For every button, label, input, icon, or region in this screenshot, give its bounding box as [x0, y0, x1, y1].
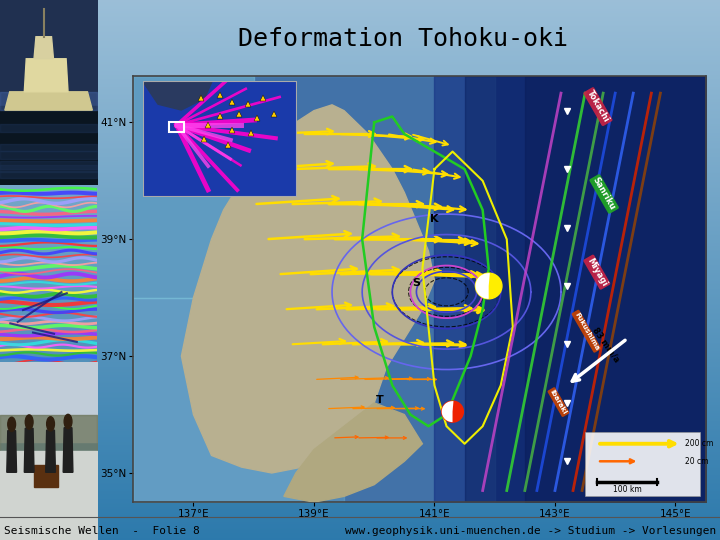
Circle shape	[475, 273, 502, 299]
Text: Miyagi: Miyagi	[585, 256, 608, 288]
Polygon shape	[63, 428, 73, 472]
Circle shape	[64, 414, 72, 429]
Text: 200 cm: 200 cm	[685, 439, 713, 448]
Text: Tokachi: Tokachi	[585, 89, 611, 124]
Text: K: K	[431, 214, 438, 224]
Text: Ibaraki: Ibaraki	[549, 389, 568, 416]
Text: www.geophysik.uni-muenchen.de -> Studium -> Vorlesungen: www.geophysik.uni-muenchen.de -> Studium…	[345, 526, 716, 536]
Polygon shape	[464, 76, 706, 502]
Polygon shape	[143, 81, 297, 197]
Circle shape	[441, 401, 464, 422]
Polygon shape	[284, 403, 423, 502]
Bar	[169, 122, 184, 132]
Text: Seismische Wellen  -  Folie 8: Seismische Wellen - Folie 8	[4, 526, 199, 536]
Text: Sanriku: Sanriku	[591, 176, 617, 212]
Polygon shape	[24, 428, 34, 472]
Circle shape	[47, 417, 55, 431]
Text: 20 cm: 20 cm	[685, 457, 708, 466]
Polygon shape	[24, 59, 68, 92]
Text: 100 km: 100 km	[613, 485, 642, 494]
Polygon shape	[585, 432, 700, 496]
Polygon shape	[34, 465, 58, 487]
Circle shape	[25, 415, 33, 429]
Polygon shape	[5, 92, 92, 110]
Wedge shape	[475, 273, 490, 299]
Text: Deformation Tohoku-oki: Deformation Tohoku-oki	[238, 27, 568, 51]
Circle shape	[8, 417, 16, 431]
Polygon shape	[181, 105, 434, 473]
Wedge shape	[441, 401, 454, 422]
Text: Fukushima: Fukushima	[573, 311, 600, 351]
Text: T: T	[377, 395, 384, 405]
Polygon shape	[34, 37, 53, 59]
Text: S: S	[413, 278, 420, 288]
Text: 83 mm/a: 83 mm/a	[591, 326, 621, 364]
Polygon shape	[6, 430, 17, 472]
Polygon shape	[143, 81, 212, 110]
Polygon shape	[45, 430, 55, 472]
